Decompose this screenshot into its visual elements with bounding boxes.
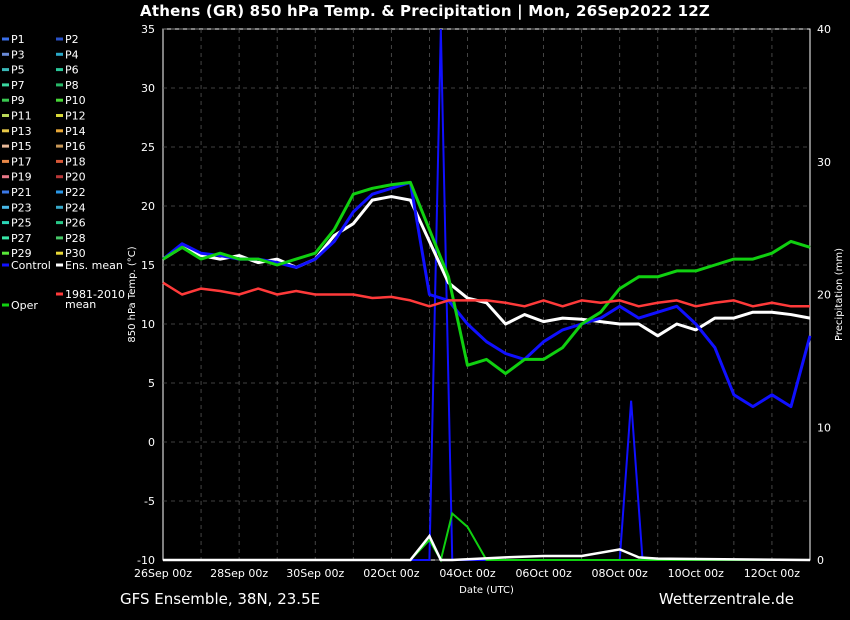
legend-label: P14 [65, 125, 86, 138]
y-tick-label: 20 [141, 200, 155, 213]
legend-label: P27 [11, 232, 32, 245]
legend-label: P21 [11, 186, 32, 199]
legend-label: P29 [11, 247, 32, 260]
legend-label: P26 [65, 217, 86, 230]
x-tick-label: 10Oct 00z [668, 567, 725, 580]
legend-label: P10 [65, 94, 86, 107]
temp-series-line [162, 180, 811, 376]
x-tick-label: 04Oct 00z [439, 567, 496, 580]
legend-label: Control [11, 259, 51, 272]
x-axis-label: Date (UTC) [459, 585, 514, 596]
legend-label: P13 [11, 125, 32, 138]
y-axis-label: 850 hPa Temp. (°C) [127, 246, 138, 342]
y2-tick-label: 10 [817, 421, 831, 434]
legend-label: P9 [11, 94, 25, 107]
y-tick-label: 30 [141, 82, 155, 95]
precip-line [163, 511, 810, 563]
y-tick-label: -10 [137, 554, 155, 567]
x-tick-label: 06Oct 00z [515, 567, 572, 580]
legend-label: P15 [11, 140, 32, 153]
legend-label: mean [65, 298, 96, 311]
legend-label: P20 [65, 171, 86, 184]
legend-label: P8 [65, 79, 79, 92]
source-label: Wetterzentrale.de [658, 590, 794, 608]
legend-label: P16 [65, 140, 86, 153]
y-tick-label: 10 [141, 318, 155, 331]
x-tick-label: 08Oct 00z [592, 567, 649, 580]
x-tick-label: 12Oct 00z [744, 567, 801, 580]
legend-label: P2 [65, 33, 79, 46]
legend-label: P23 [11, 201, 32, 214]
y2-tick-label: 30 [817, 156, 831, 169]
y-tick-label: 0 [148, 436, 155, 449]
y-tick-label: 25 [141, 141, 155, 154]
legend-label: P28 [65, 232, 86, 245]
temp-series-line [162, 180, 812, 409]
legend-label: P24 [65, 201, 86, 214]
x-tick-label: 28Sep 00z [210, 567, 268, 580]
legend-label: Oper [11, 299, 38, 312]
plot-frame [162, 28, 811, 561]
legend-label: P3 [11, 48, 25, 61]
legend-label: P4 [65, 48, 79, 61]
y2-tick-label: 0 [817, 554, 824, 567]
legend-label: P25 [11, 217, 32, 230]
legend-label: P17 [11, 155, 32, 168]
legend-label: P22 [65, 186, 86, 199]
legend-label: P7 [11, 79, 25, 92]
legend-label: P18 [65, 155, 86, 168]
y-tick-label: -5 [144, 495, 155, 508]
y-tick-label: 5 [148, 377, 155, 390]
precip-line [163, 28, 810, 561]
legend-label: P12 [65, 110, 86, 123]
model-location-label: GFS Ensemble, 38N, 23.5E [120, 590, 321, 608]
x-tick-label: 26Sep 00z [134, 567, 192, 580]
y2-tick-label: 20 [817, 289, 831, 302]
legend-label: Ens. mean [65, 259, 123, 272]
y2-tick-label: 40 [817, 23, 831, 36]
legend-label: 1981-2010 [65, 288, 125, 301]
legend-label: P11 [11, 110, 32, 123]
temp-series-line [162, 281, 810, 308]
legend-label: P30 [65, 247, 86, 260]
x-tick-label: 30Sep 00z [286, 567, 344, 580]
legend-label: P5 [11, 64, 25, 77]
y-tick-label: 15 [141, 259, 155, 272]
chart-title: Athens (GR) 850 hPa Temp. & Precipitatio… [140, 2, 710, 20]
y2-axis-label: Precipitation (mm) [834, 248, 845, 341]
precip-line [163, 533, 811, 562]
legend-label: P1 [11, 33, 25, 46]
x-tick-label: 02Oct 00z [363, 567, 420, 580]
legend-label: P19 [11, 171, 32, 184]
legend-label: P6 [65, 64, 79, 77]
y-tick-label: 35 [141, 23, 155, 36]
